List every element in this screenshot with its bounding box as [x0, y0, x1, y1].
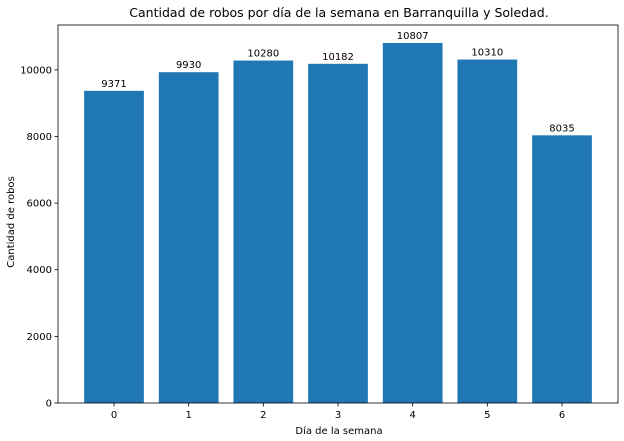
bar-value-label: 8035	[549, 123, 574, 134]
y-tick-label: 0	[46, 399, 52, 410]
bar-4	[382, 42, 443, 404]
y-tick-label: 8000	[27, 132, 52, 143]
y-tick-label: 6000	[27, 199, 52, 210]
bar-value-label: 9930	[176, 60, 201, 71]
bar-5	[457, 59, 518, 403]
y-axis-label: Cantidad de robos	[6, 176, 17, 268]
x-tick-label: 3	[335, 410, 341, 421]
y-tick-label: 10000	[20, 65, 52, 76]
x-tick-label: 0	[111, 410, 117, 421]
x-tick-label: 6	[559, 410, 565, 421]
bar-1	[158, 72, 219, 403]
bar-value-label: 10807	[397, 31, 429, 42]
bar-value-label: 9371	[101, 79, 126, 90]
chart-title: Cantidad de robos por día de la semana e…	[129, 5, 548, 20]
bar-value-label: 10182	[322, 52, 354, 63]
x-tick-label: 2	[260, 410, 266, 421]
x-axis-label: Día de la semana	[295, 425, 382, 437]
x-axis-ticks: 0 1 2 3 4 5 6	[111, 403, 565, 421]
y-axis-ticks: 0 2000 4000 6000 8000 10000	[20, 65, 58, 410]
bar-value-label: 10280	[247, 49, 279, 60]
bar-3	[308, 63, 368, 403]
x-tick-label: 4	[409, 410, 415, 421]
bar-6	[532, 135, 592, 403]
plot-frame	[57, 24, 619, 404]
y-tick-label: 2000	[27, 332, 52, 343]
x-tick-label: 1	[185, 410, 191, 421]
value-labels: 9371 9930 10280 10182 10807 10310 8035	[101, 31, 574, 134]
y-tick-label: 4000	[27, 265, 52, 276]
x-tick-label: 5	[484, 410, 490, 421]
bar-2	[233, 60, 294, 403]
plot-area: 9371 9930 10280 10182 10807 10310 8035 0 1 2 3 4 5 6…	[20, 24, 619, 421]
bar-0	[84, 90, 144, 403]
bar-value-label: 10310	[471, 48, 503, 59]
bars	[84, 42, 592, 404]
